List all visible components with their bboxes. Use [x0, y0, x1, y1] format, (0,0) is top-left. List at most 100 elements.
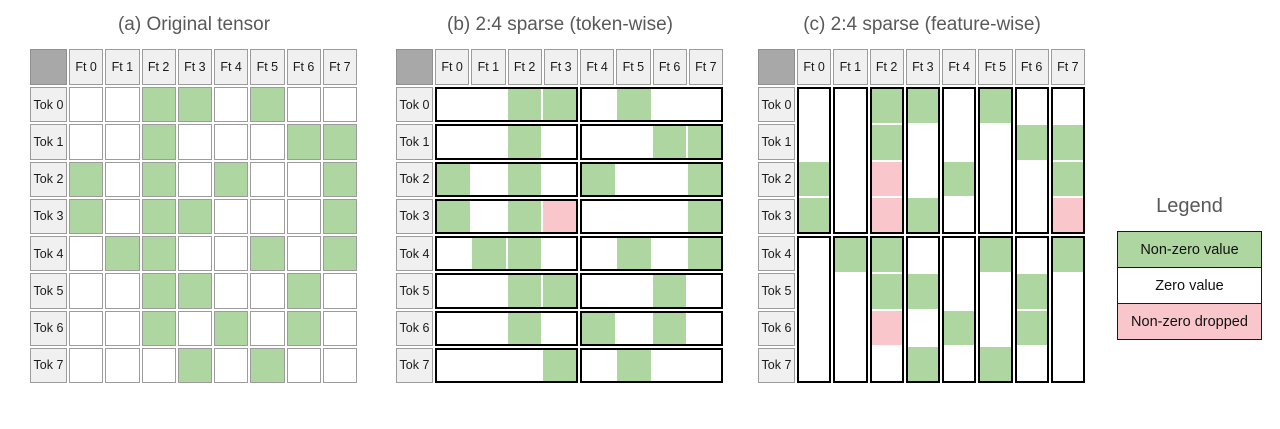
tensor-cell [617, 200, 651, 232]
col-header: Ft 1 [833, 49, 868, 85]
tensor-cell [582, 126, 616, 158]
tensor-row [435, 236, 723, 272]
tensor-cell [907, 197, 938, 232]
data-area [69, 87, 357, 383]
sparse-group [435, 236, 578, 272]
tensor-cell [652, 238, 686, 270]
tensor-cell [582, 349, 616, 381]
tensor-cell [214, 198, 249, 234]
tensor-cell [322, 198, 357, 234]
row-header: Tok 4 [396, 236, 433, 272]
row-header: Tok 3 [30, 198, 67, 234]
tensor-cell [907, 125, 938, 160]
tensor-cell [1016, 346, 1047, 381]
tensor-cell [799, 197, 830, 232]
tensor-cell [437, 349, 471, 381]
sparse-group [1014, 87, 1049, 234]
row-header: Tok 2 [396, 161, 433, 197]
tensor-cell [177, 347, 212, 383]
row-header: Tok 0 [758, 87, 795, 123]
tensor-cell [437, 126, 471, 158]
col-header: Ft 5 [616, 49, 651, 85]
tensor-cell [687, 275, 721, 307]
tensor-cell [980, 274, 1011, 309]
sparse-group [833, 87, 868, 234]
tensor-cell [322, 236, 357, 272]
tensor-cell [835, 274, 866, 309]
tensor-cell [1052, 346, 1083, 381]
tensor-cell [542, 200, 576, 232]
tensor-cell [944, 89, 975, 124]
tensor-cell [250, 347, 285, 383]
tensor-cell [472, 312, 506, 344]
row-header: Tok 3 [758, 198, 795, 234]
tensor-cell [617, 275, 651, 307]
col-header: Ft 1 [105, 49, 140, 85]
tensor-cell [141, 347, 176, 383]
tensor-cell [472, 89, 506, 121]
col-header: Ft 3 [177, 49, 212, 85]
col-header: Ft 7 [688, 49, 723, 85]
tensor-cell [980, 238, 1011, 273]
col-header: Ft 6 [652, 49, 687, 85]
col-header: Ft 4 [580, 49, 615, 85]
tensor-cell [69, 161, 104, 197]
tensor-cell [472, 200, 506, 232]
tensor-cell [799, 161, 830, 196]
tensor-cell [907, 310, 938, 345]
tensor-cell [507, 275, 541, 307]
tensor-cell [286, 198, 321, 234]
tensor-cell [944, 238, 975, 273]
tensor-cell [617, 89, 651, 121]
tensor-row [435, 273, 723, 309]
corner-cell [30, 49, 67, 85]
tensor-cell [799, 274, 830, 309]
tensor-cell [1016, 197, 1047, 232]
tensor-cell [105, 310, 140, 346]
sparse-group [833, 236, 868, 383]
tensor-cell [141, 198, 176, 234]
tensor-cell [907, 238, 938, 273]
row-header: Tok 2 [30, 161, 67, 197]
tensor-cell [69, 198, 104, 234]
legend-item-zero: Zero value [1118, 267, 1261, 303]
tensor-cell [980, 125, 1011, 160]
tensor-cell [542, 89, 576, 121]
tensor-cell [907, 346, 938, 381]
tensor-cell [177, 236, 212, 272]
tensor-table: Ft 0 Ft 1 Ft 2 Ft 3 Ft 4 Ft 5 Ft 6 Ft 7 Tok 0 To… [758, 49, 1086, 383]
sparse-group [580, 310, 723, 346]
tensor-cell [214, 310, 249, 346]
col-header: Ft 3 [905, 49, 940, 85]
tensor-cell [177, 161, 212, 197]
tensor-column [833, 87, 868, 383]
tensor-cell [871, 346, 902, 381]
tensor-cell [871, 238, 902, 273]
tensor-cell [687, 126, 721, 158]
tensor-cell [944, 197, 975, 232]
row-header: Tok 6 [30, 310, 67, 346]
tensor-cell [617, 163, 651, 195]
tensor-cell [652, 126, 686, 158]
row-header: Tok 1 [30, 124, 67, 160]
tensor-cell [835, 161, 866, 196]
col-header: Ft 0 [797, 49, 832, 85]
sparse-group [580, 236, 723, 272]
tensor-cell [105, 236, 140, 272]
tensor-cell [214, 273, 249, 309]
col-header: Ft 1 [471, 49, 506, 85]
col-header: Ft 6 [1014, 49, 1049, 85]
data-area [797, 87, 1085, 383]
tensor-cell [437, 238, 471, 270]
col-header: Ft 2 [869, 49, 904, 85]
tensor-cell [799, 89, 830, 124]
col-header: Ft 4 [214, 49, 249, 85]
tensor-cell [617, 312, 651, 344]
tensor-cell [286, 347, 321, 383]
tensor-cell [437, 312, 471, 344]
tensor-cell [835, 346, 866, 381]
tensor-cell [1016, 274, 1047, 309]
legend: Legend Non-zero value Zero value Non-zer… [1117, 192, 1262, 340]
tensor-cell [250, 310, 285, 346]
tensor-cell [652, 200, 686, 232]
